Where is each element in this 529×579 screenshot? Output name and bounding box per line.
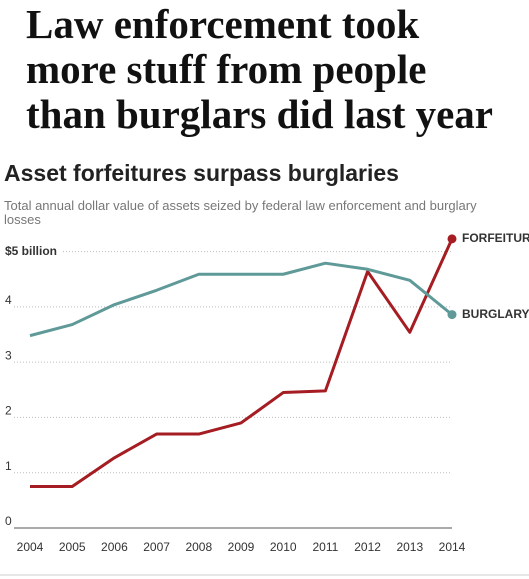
headline-line: than burglars did last year — [26, 91, 493, 137]
y-tick-label: 3 — [5, 348, 12, 362]
series-line — [29, 261, 453, 338]
chart-title: Asset forfeitures surpass burglaries — [4, 160, 399, 186]
x-tick-label: 2014 — [439, 540, 466, 554]
series-label: FORFEITURE — [462, 231, 529, 245]
x-tick-label: 2007 — [143, 540, 170, 554]
y-tick-label: 4 — [5, 293, 12, 307]
x-tick-label: 2008 — [185, 540, 212, 554]
x-tick-label: 2010 — [270, 540, 297, 554]
headline-line: Law enforcement took — [26, 1, 420, 47]
end-point — [447, 234, 457, 244]
x-tick-label: 2006 — [101, 540, 128, 554]
x-tick-label: 2011 — [312, 540, 338, 554]
headline-line: more stuff from people — [26, 46, 427, 92]
chart-subtitle: Total annual dollar value of assets seiz… — [4, 198, 477, 227]
x-tick-label: 2004 — [17, 540, 44, 554]
y-tick-label: 0 — [5, 514, 12, 528]
x-tick-label: 2013 — [396, 540, 423, 554]
x-tick-label: 2012 — [354, 540, 381, 554]
y-tick-label: $5 billion — [5, 244, 57, 258]
x-tick-label: 2005 — [59, 540, 86, 554]
series-line — [30, 238, 454, 489]
headline: Law enforcement took more stuff from peo… — [26, 2, 526, 137]
series-label: BURGLARY — [462, 307, 529, 321]
x-tick-label: 2009 — [228, 540, 255, 554]
end-point — [447, 310, 457, 320]
y-tick-label: 2 — [5, 404, 12, 418]
y-tick-label: 1 — [5, 459, 12, 473]
